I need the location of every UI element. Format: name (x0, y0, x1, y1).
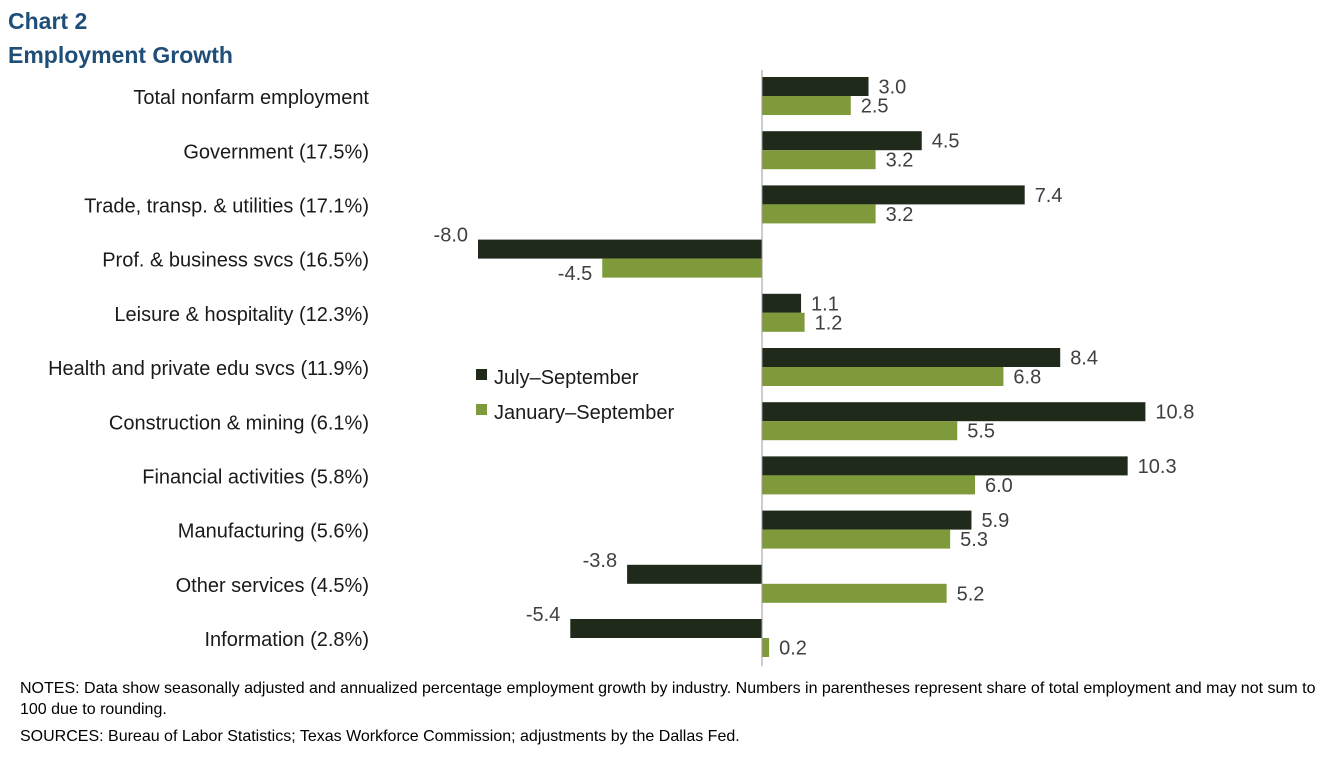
data-label: 5.2 (957, 583, 985, 605)
bar-january-september (762, 150, 876, 170)
bar-july-september (762, 293, 802, 313)
data-label: 8.4 (1070, 348, 1098, 370)
data-label: 3.2 (886, 204, 914, 226)
bar-january-september (762, 204, 876, 224)
legend-swatch (476, 404, 487, 415)
data-label: -3.8 (583, 550, 617, 572)
data-label: 5.9 (981, 510, 1009, 532)
bar-january-september (762, 312, 805, 332)
notes-text: NOTES: Data show seasonally adjusted and… (20, 680, 1316, 718)
legend: July–September January–September (476, 367, 674, 424)
bar-july-september (478, 239, 762, 259)
category-label: Prof. & business svcs (16.5%) (102, 250, 369, 272)
data-label: 10.3 (1138, 456, 1177, 478)
bar-january-september (762, 96, 851, 115)
bar-july-september (762, 510, 972, 530)
category-label: Other services (4.5%) (176, 575, 369, 597)
category-label: Financial activities (5.8%) (142, 467, 369, 489)
bar-january-september (762, 583, 947, 603)
bar-january-september (762, 638, 770, 657)
bar-january-september (762, 367, 1004, 386)
bar-july-september (627, 564, 762, 584)
chart-label: Chart 2 (8, 8, 88, 34)
data-label: 6.8 (1013, 367, 1041, 389)
bar-july-september (762, 131, 922, 151)
data-label: -5.4 (526, 604, 560, 626)
data-label: -4.5 (558, 263, 592, 285)
data-label: 5.3 (960, 529, 988, 551)
chart-title: Employment Growth (8, 42, 233, 68)
category-label: Health and private edu svcs (11.9%) (48, 358, 369, 380)
data-label: 1.1 (811, 293, 839, 315)
bar-january-september (762, 475, 975, 495)
data-label: 5.5 (967, 421, 995, 443)
data-label: 3.2 (886, 150, 914, 172)
bar-july-september (762, 185, 1025, 205)
bar-january-september (762, 421, 958, 441)
data-label: 3.0 (879, 77, 907, 99)
data-label: 10.8 (1155, 402, 1194, 424)
legend-swatch (476, 369, 487, 380)
category-label: Information (2.8%) (204, 629, 369, 651)
sources-text: SOURCES: Bureau of Labor Statistics; Tex… (20, 728, 740, 745)
category-label: Total nonfarm employment (133, 87, 369, 109)
data-label: 4.5 (932, 131, 960, 153)
bar-july-september (570, 619, 762, 638)
bar-january-september (602, 258, 762, 278)
bar-july-september (762, 402, 1146, 422)
data-label: 1.2 (815, 312, 843, 334)
data-label: -8.0 (434, 225, 468, 247)
legend-label: January–September (494, 402, 674, 424)
category-label: Manufacturing (5.6%) (178, 521, 369, 543)
bar-chart: 3.02.5 4.5 3.2 7.4 3.2 -8.0 -4.5 1.11.2 8.4 6.8 10… (48, 70, 1194, 667)
bar-july-september (762, 348, 1061, 367)
data-label: 6.0 (985, 475, 1013, 497)
data-label: 2.5 (861, 96, 889, 118)
bar-january-september (762, 529, 951, 549)
category-label: Construction & mining (6.1%) (109, 412, 369, 434)
category-label: Leisure & hospitality (12.3%) (114, 304, 369, 326)
bar-july-september (762, 77, 869, 96)
data-label: 7.4 (1035, 185, 1063, 207)
category-label: Trade, transp. & utilities (17.1%) (84, 196, 369, 218)
legend-label: July–September (494, 367, 639, 389)
category-label: Government (17.5%) (183, 141, 369, 163)
bar-july-september (762, 456, 1128, 476)
data-label: 0.2 (779, 638, 807, 660)
